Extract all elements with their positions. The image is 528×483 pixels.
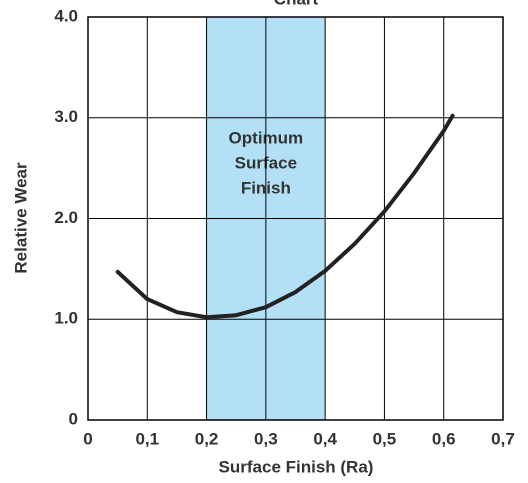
y-axis-label: Relative Wear: [11, 162, 30, 274]
y-tick-label: 4.0: [54, 6, 78, 25]
y-tick-label: 3.0: [54, 107, 78, 126]
x-tick-label: 0,2: [195, 429, 219, 448]
x-tick-label: 0,1: [135, 429, 159, 448]
x-tick-label: 0: [83, 429, 92, 448]
chart-title: Chart: [274, 0, 319, 8]
x-tick-label: 0,5: [373, 429, 397, 448]
data-line: [115, 113, 455, 320]
y-tick-label: 0: [69, 409, 78, 428]
y-tick-label: 1.0: [54, 309, 78, 328]
x-tick-label: 0,7: [491, 429, 515, 448]
x-tick-label: 0,4: [313, 429, 337, 448]
x-tick-label: 0,3: [254, 429, 278, 448]
plot-border: [87, 16, 504, 421]
x-axis-label: Surface Finish (Ra): [219, 457, 374, 476]
x-tick-label: 0,6: [432, 429, 456, 448]
y-tick-label: 2.0: [54, 208, 78, 227]
